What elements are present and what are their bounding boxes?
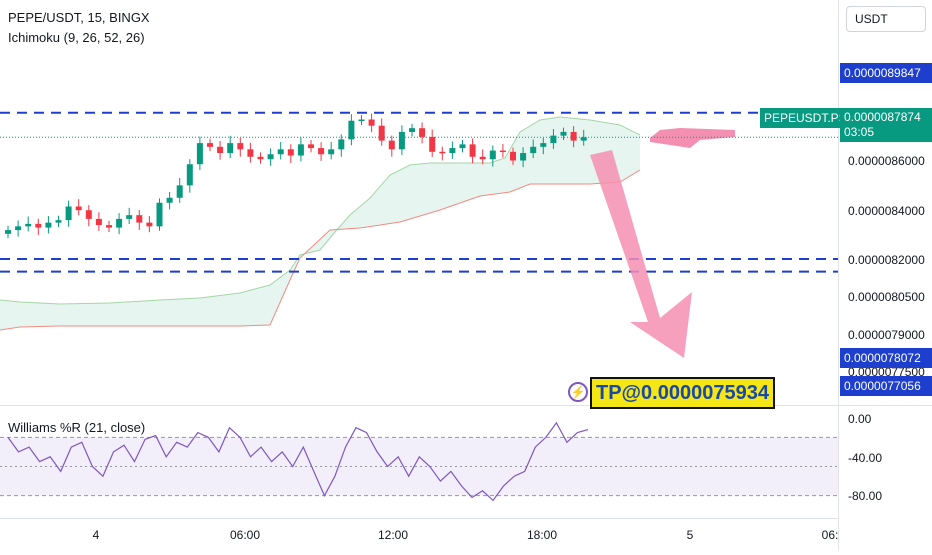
time-tick: 5: [686, 528, 694, 542]
candle-body: [75, 206, 82, 211]
williams-r-line: [7, 421, 589, 502]
candle-body: [116, 218, 123, 228]
candle-body: [429, 136, 436, 152]
candle-body: [45, 222, 52, 228]
candle-body: [358, 119, 365, 121]
candle-body: [459, 144, 466, 149]
candle-body: [207, 143, 213, 147]
candle-body: [378, 125, 385, 141]
osc-tick: 0.00: [848, 412, 872, 426]
price-tick: 0.0000082000: [848, 253, 925, 267]
candle-body: [217, 146, 224, 154]
lightning-icon[interactable]: ⚡: [568, 382, 588, 402]
candle-body: [277, 149, 284, 155]
williams-legend[interactable]: Williams %R (21, close): [8, 420, 146, 435]
candle-body: [95, 218, 102, 226]
candle-body: [479, 156, 486, 160]
time-tick: 12:00: [377, 528, 409, 542]
candle-body: [550, 135, 557, 144]
candle-body: [146, 222, 153, 227]
price-tick: 0.0000084000: [848, 204, 925, 218]
forecast-arrow: [590, 150, 692, 358]
candle-body: [328, 149, 335, 155]
candle-body: [318, 148, 325, 155]
candle-body: [25, 223, 32, 227]
osc-tick: -40.00: [848, 451, 883, 465]
ichimoku-cloud: [0, 117, 640, 330]
candle-body: [126, 215, 133, 219]
candle-body: [186, 164, 193, 186]
candle-body: [419, 128, 426, 137]
candle-body: [398, 131, 405, 150]
candle-body: [176, 185, 183, 198]
candle-body: [267, 154, 274, 160]
candle-body: [166, 197, 173, 203]
candle-body: [489, 150, 496, 160]
candle-body: [530, 146, 537, 154]
williams-band: [0, 437, 838, 496]
candle-body: [5, 230, 11, 234]
candle-body: [499, 150, 506, 153]
price-tick: 0.0000077500: [848, 365, 925, 379]
candle-body: [338, 139, 345, 150]
candle-body: [297, 144, 304, 156]
senkou-span-b: [0, 169, 641, 331]
candle-body: [196, 143, 203, 165]
time-tick: 06:: [821, 528, 839, 542]
candle-body: [237, 143, 244, 150]
candle-body: [449, 148, 456, 154]
candle-body: [156, 202, 163, 227]
support-2-price-label: 0.0000077056: [840, 376, 932, 396]
ticker-tag: PEPEUSDT.PS: [760, 108, 851, 128]
currency-select[interactable]: USDT: [846, 6, 926, 32]
resistance-price-label: 0.0000089847: [840, 63, 932, 83]
last-price-label: 0.0000087874 03:05: [840, 108, 932, 142]
candle-body: [388, 140, 395, 150]
time-tick: 06:00: [229, 528, 261, 542]
candle-body: [85, 210, 92, 219]
candle-body: [570, 131, 577, 141]
senkou-span-a: [0, 116, 641, 305]
candle-body: [136, 215, 143, 223]
last-price-value: 0.0000087874: [844, 110, 921, 124]
symbol-legend[interactable]: PEPE/USDT, 15, BINGX: [8, 10, 150, 25]
price-tick: 0.0000080500: [848, 290, 925, 304]
osc-tick: -80.00: [848, 489, 883, 503]
price-tick: 0.0000086000: [848, 154, 925, 168]
candle-body: [65, 206, 72, 221]
ichimoku-legend[interactable]: Ichimoku (9, 26, 52, 26): [8, 30, 145, 45]
time-tick: 18:00: [526, 528, 558, 542]
bar-countdown: 03:05: [844, 125, 875, 139]
candle-body: [55, 220, 62, 223]
candle-body: [348, 120, 355, 140]
take-profit-annotation[interactable]: TP@0.0000075934: [590, 377, 775, 409]
candle-body: [439, 151, 446, 154]
candle-body: [510, 151, 516, 161]
candle-body: [106, 225, 112, 228]
candle-body: [287, 149, 294, 156]
candle-body: [257, 156, 264, 160]
candle-body: [308, 144, 314, 149]
candle-body: [35, 223, 42, 228]
candle-body: [368, 119, 375, 126]
price-tick: 0.0000079000: [848, 328, 925, 342]
candle-body: [540, 143, 547, 147]
candle-body: [520, 153, 527, 161]
support-1-price-label: 0.0000078072: [840, 348, 932, 368]
candle-body: [227, 143, 234, 154]
candle-body: [409, 128, 415, 132]
candle-body: [560, 131, 567, 136]
candle-body: [15, 226, 22, 231]
forecast-cloud-segment: [650, 128, 735, 148]
candle-body: [247, 149, 254, 157]
candle-body: [469, 144, 476, 157]
candle-body: [580, 137, 587, 141]
time-tick: 4: [92, 528, 100, 542]
